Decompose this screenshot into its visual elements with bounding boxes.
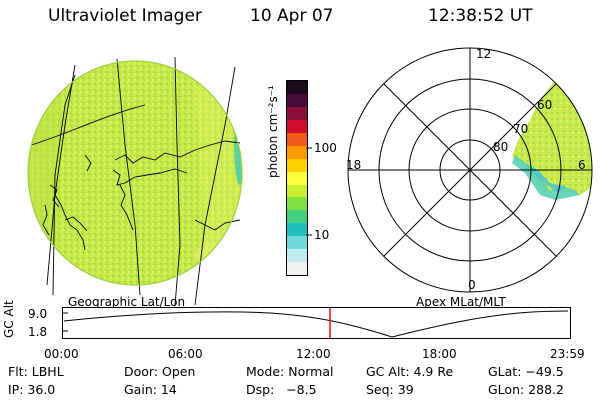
colorbar-band (287, 262, 307, 276)
colorbar-band (287, 184, 307, 198)
time-label: 12:38:52 UT (428, 6, 533, 26)
colorbar-ticks (306, 147, 312, 236)
alt-axis-label: GC Alt (2, 300, 16, 338)
colorbar-band (287, 93, 307, 107)
dsp-info: Dsp: −8.5 (246, 382, 317, 397)
apex-label: Apex MLat/MLT (416, 295, 506, 309)
app-title: Ultraviolet Imager (48, 6, 202, 26)
colorbar-band (287, 197, 307, 211)
colorbar-tick-100: 100 (314, 141, 337, 155)
coastlines (42, 140, 241, 251)
altitude-curve (63, 310, 569, 338)
earth-disc (28, 61, 242, 285)
time-tick-1200: 12:00 (296, 347, 331, 361)
colorbar-band (287, 145, 307, 159)
lat-label-60: 60 (537, 98, 553, 112)
colorbar-band (287, 171, 307, 185)
alt-tick-low: 1.8 (28, 325, 48, 339)
glat-info: GLat: −49.5 (488, 364, 564, 379)
ip-info: IP: 36.0 (8, 382, 56, 397)
date-label: 10 Apr 07 (250, 6, 334, 26)
mlt-label-6: 6 (578, 158, 586, 172)
filter-info: Flt: LBHL (8, 364, 64, 379)
time-tick-0600: 06:00 (168, 347, 203, 361)
colorbar-band (287, 210, 307, 224)
lat-lon-grid (30, 56, 236, 305)
gain-info: Gain: 14 (124, 382, 177, 397)
gc-alt-info: GC Alt: 4.9 Re (366, 364, 454, 379)
colorbar-band (287, 158, 307, 172)
lat-label-70: 70 (513, 122, 529, 136)
lat-label-80: 80 (493, 140, 509, 154)
alt-tick-high: 9.0 (28, 307, 48, 321)
time-tick-2359: 23:59 (550, 347, 585, 361)
seq-info: Seq: 39 (366, 382, 414, 397)
colorbar-band (287, 106, 307, 120)
time-tick-1800: 18:00 (422, 347, 457, 361)
door-info: Door: Open (124, 364, 196, 379)
geographic-label: Geographic Lat/Lon (68, 295, 186, 309)
mlt-label-12: 12 (476, 47, 492, 61)
mlt-label-0: 0 (468, 278, 476, 292)
mlt-label-18: 18 (346, 158, 362, 172)
mode-info: Mode: Normal (246, 364, 334, 379)
colorbar-band (287, 81, 307, 94)
glon-info: GLon: 288.2 (488, 382, 564, 397)
colorbar-band (287, 249, 307, 263)
colorbar-band (287, 236, 307, 250)
colorbar-band (287, 223, 307, 237)
mlat-mlt-polar-plot (347, 47, 593, 293)
altitude-strip-plot (62, 307, 571, 339)
geographic-image-panel (27, 56, 243, 305)
colorbar-band (287, 119, 307, 133)
aurora-coverage (512, 80, 592, 200)
polar-grid (347, 47, 593, 293)
colorbar-tick-10: 10 (314, 228, 330, 242)
colorbar-band (287, 132, 307, 146)
disc-edge (27, 60, 243, 286)
colorbar (286, 80, 308, 276)
colorbar-unit-label: photon cm⁻²s⁻¹ (266, 85, 280, 178)
time-tick-0000: 00:00 (44, 347, 79, 361)
